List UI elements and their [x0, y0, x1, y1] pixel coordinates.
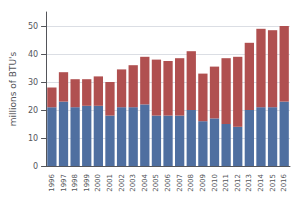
svg-text:2016: 2016 [280, 173, 288, 191]
svg-text:2008: 2008 [187, 174, 195, 192]
svg-text:1996: 1996 [48, 173, 56, 191]
svg-text:2010: 2010 [211, 174, 219, 192]
svg-text:50: 50 [28, 22, 38, 31]
svg-text:2009: 2009 [199, 174, 207, 192]
svg-text:20: 20 [28, 106, 38, 115]
svg-text:1998: 1998 [71, 174, 79, 192]
svg-text:2006: 2006 [164, 173, 172, 191]
svg-text:2012: 2012 [234, 174, 242, 192]
svg-text:2002: 2002 [118, 174, 126, 192]
svg-text:2015: 2015 [269, 174, 277, 192]
svg-text:2001: 2001 [106, 174, 114, 192]
svg-text:2007: 2007 [176, 174, 184, 192]
svg-text:millions of BTU's: millions of BTU's [8, 51, 18, 126]
svg-text:2004: 2004 [141, 173, 149, 191]
svg-text:2003: 2003 [129, 174, 137, 192]
svg-text:30: 30 [28, 78, 38, 87]
svg-text:2013: 2013 [245, 174, 253, 192]
svg-text:2014: 2014 [257, 173, 265, 191]
svg-text:0: 0 [33, 162, 38, 171]
svg-text:40: 40 [28, 50, 38, 59]
svg-text:2005: 2005 [152, 174, 160, 192]
svg-text:1997: 1997 [60, 174, 68, 192]
svg-text:10: 10 [28, 134, 38, 143]
svg-text:2000: 2000 [94, 174, 102, 192]
svg-text:1999: 1999 [83, 174, 91, 192]
svg-text:2011: 2011 [222, 174, 230, 192]
